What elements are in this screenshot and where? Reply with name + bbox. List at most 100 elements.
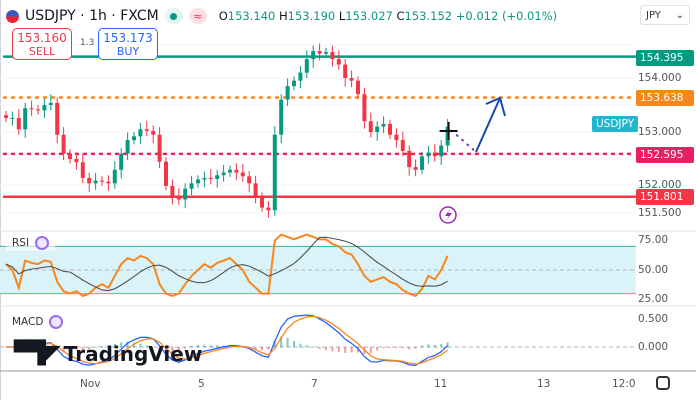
- time-tick: Nov: [80, 378, 101, 390]
- buy-label: BUY: [116, 45, 140, 58]
- price-tick: 153.000: [638, 126, 682, 138]
- candle-body: [196, 179, 200, 184]
- macd-histogram-bar: [408, 347, 411, 350]
- macd-histogram-bar: [81, 347, 84, 351]
- candle-body: [87, 177, 92, 184]
- candle-body: [330, 52, 335, 60]
- macd-histogram-bar: [158, 347, 161, 351]
- candle-body: [304, 59, 309, 73]
- candle-body: [74, 159, 79, 163]
- candle-body: [420, 156, 424, 170]
- macd-histogram-bar: [190, 345, 193, 348]
- rsi-legend[interactable]: RSI: [6, 235, 56, 251]
- macd-histogram-bar: [126, 341, 129, 348]
- candle-body: [324, 52, 328, 54]
- time-tick: 12:0: [612, 378, 636, 390]
- macd-histogram-bar: [203, 344, 206, 348]
- macd-histogram-bar: [357, 347, 359, 353]
- refresh-icon: [49, 315, 64, 329]
- candle-body: [125, 140, 130, 154]
- macd-histogram-bar: [299, 343, 302, 348]
- macd-tick: 0.500: [638, 313, 669, 325]
- forecast-arrow: [475, 97, 501, 153]
- macd-histogram-bar: [273, 340, 276, 348]
- macd-histogram-bar: [414, 347, 417, 349]
- approx-icon: ≈: [188, 8, 207, 24]
- sell-label: SELL: [28, 45, 56, 58]
- price-tick: 151.500: [638, 207, 682, 219]
- macd-histogram-bar: [433, 344, 436, 348]
- macd-line: [6, 314, 449, 367]
- candle-body: [298, 72, 303, 81]
- price-tick: 152.000: [638, 179, 682, 191]
- spread-value: 1.3: [80, 38, 95, 48]
- candle-body: [132, 136, 136, 141]
- candle-body: [349, 78, 354, 81]
- macd-histogram-bar: [261, 347, 263, 351]
- candle-body: [362, 94, 367, 122]
- macd-histogram-bar: [312, 346, 315, 348]
- macd-histogram-bar: [133, 342, 135, 348]
- macd-histogram-bar: [421, 345, 423, 348]
- macd-histogram-bar: [120, 342, 123, 348]
- level-tag-target: 153.638: [636, 90, 694, 106]
- candle-body: [432, 152, 437, 157]
- buy-button[interactable]: 153.173 BUY: [98, 28, 158, 60]
- macd-histogram-bar: [177, 347, 180, 352]
- sell-price: 153.160: [17, 31, 67, 45]
- level-tag-resistance: 154.395: [636, 50, 694, 66]
- price-axis-divider: [0, 0, 1, 400]
- candle-body: [61, 134, 66, 154]
- candle-body: [183, 188, 188, 200]
- candle-body: [285, 86, 290, 100]
- chart-header: USDJPY · 1h · FXCM ≈ O153.140 H153.190 L…: [6, 6, 557, 26]
- macd-histogram-bar: [401, 347, 404, 349]
- candle-body: [119, 153, 124, 170]
- time-tick: 5: [198, 378, 205, 390]
- candle-body: [426, 152, 431, 157]
- rsi-tick: 50.00: [638, 264, 669, 276]
- candle-body: [23, 108, 28, 130]
- macd-histogram-bar: [107, 345, 110, 348]
- candle-body: [157, 134, 162, 162]
- candle-body: [176, 196, 181, 200]
- macd-histogram-bar: [209, 345, 212, 348]
- macd-legend[interactable]: MACD: [12, 315, 64, 329]
- macd-histogram-bar: [369, 347, 372, 354]
- candle-body: [68, 153, 72, 159]
- candle-body: [413, 167, 418, 170]
- high-value: 153.190: [287, 9, 336, 23]
- candle-body: [343, 64, 348, 78]
- time-tick: 13: [537, 378, 551, 390]
- macd-histogram-bar: [37, 346, 39, 348]
- ohlc-values: O153.140 H153.190 L153.027 C153.152 +0.0…: [218, 9, 558, 23]
- macd-histogram-bar: [241, 347, 244, 348]
- macd-histogram-bar: [145, 345, 148, 348]
- rsi-ma-line: [5, 236, 448, 292]
- candle-body: [336, 59, 341, 65]
- candle-body: [221, 172, 226, 176]
- candle-body: [55, 102, 60, 135]
- macd-label: MACD: [12, 316, 44, 328]
- macd-histogram-bar: [165, 347, 167, 354]
- macd-histogram-bar: [337, 347, 340, 352]
- candle-body: [29, 108, 34, 110]
- sell-button[interactable]: 153.160 SELL: [12, 28, 72, 60]
- candle-body: [100, 180, 104, 182]
- symbol-title[interactable]: USDJPY · 1h · FXCM: [25, 8, 159, 24]
- candle-body: [164, 161, 168, 186]
- currency-select[interactable]: JPY ⌄: [640, 5, 690, 25]
- projection-path: [450, 129, 477, 153]
- macd-histogram-bar: [427, 344, 430, 348]
- forecast-arrow-head: [485, 96, 506, 117]
- macd-histogram-bar: [139, 343, 142, 348]
- candle-body: [407, 150, 412, 168]
- macd-histogram-bar: [43, 346, 46, 348]
- macd-histogram-bar: [267, 347, 270, 350]
- candle-body: [381, 123, 386, 127]
- candle-body: [368, 121, 373, 132]
- green-dot-icon: [170, 12, 178, 20]
- settings-gear-icon[interactable]: [656, 376, 670, 390]
- candle-body: [394, 134, 399, 141]
